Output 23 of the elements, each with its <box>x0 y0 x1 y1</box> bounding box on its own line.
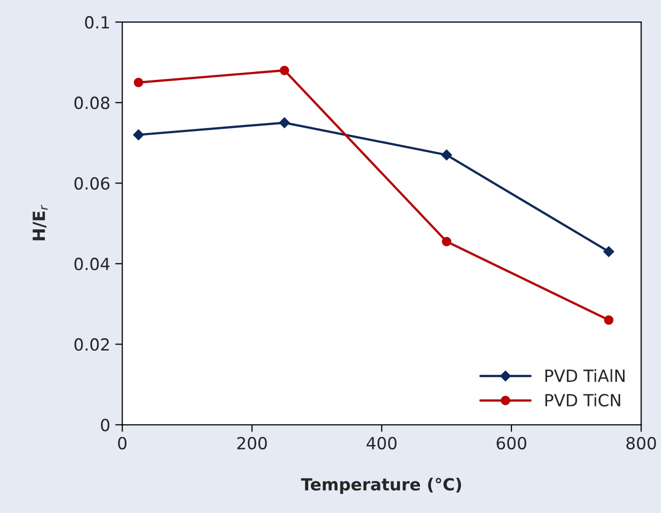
point <box>280 66 290 76</box>
y-axis-title: H/E$_{r}$ <box>32 204 48 240</box>
legend-label: PVD TiAlN <box>545 369 625 382</box>
y-tick-label: 0.06 <box>74 177 110 190</box>
point <box>279 117 290 128</box>
y-tick-label: 0.08 <box>74 96 110 110</box>
point <box>133 129 144 140</box>
point <box>442 236 452 246</box>
point <box>603 246 614 258</box>
x-axis-title: Temperature (°C) <box>301 478 462 494</box>
x-tick-label: 400 <box>366 436 397 450</box>
y-tick-label: 0.04 <box>74 258 110 270</box>
legend-label: PVD TiCN <box>545 394 620 407</box>
x-tick-label: 800 <box>626 436 656 450</box>
y-tick-label: 0.02 <box>74 338 109 351</box>
x-tick-label: 200 <box>237 436 267 450</box>
point <box>441 150 452 160</box>
y-tick-label: 0.1 <box>85 16 109 29</box>
y-tick-label: 0 <box>100 418 110 432</box>
x-tick-label: 0 <box>118 436 126 450</box>
point <box>604 315 614 325</box>
x-tick-label: 600 <box>496 436 526 450</box>
point <box>134 78 144 88</box>
